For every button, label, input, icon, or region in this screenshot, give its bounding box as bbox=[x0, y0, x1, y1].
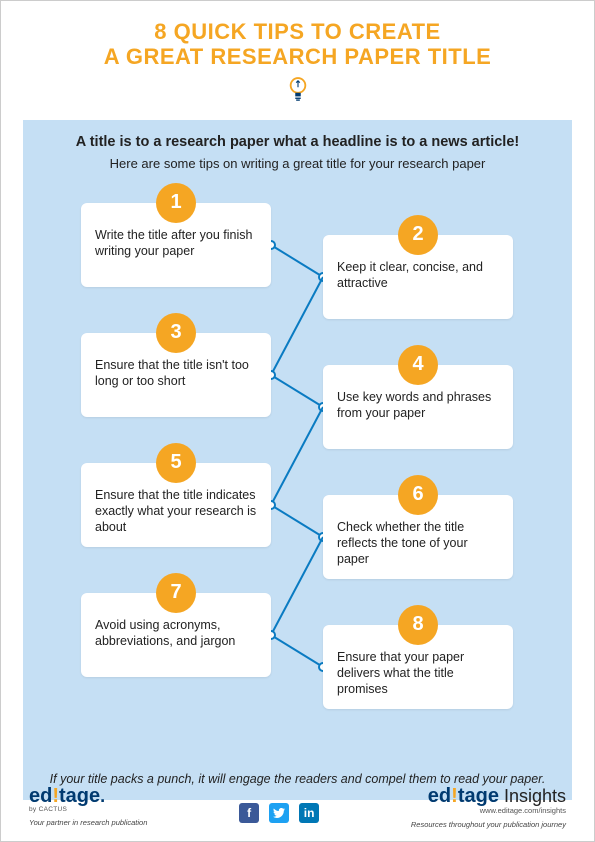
tip-badge-3: 3 bbox=[156, 313, 196, 353]
editage-logo-left: ed!tage. bbox=[29, 785, 147, 808]
tip-text-1: Write the title after you finish writing… bbox=[95, 227, 257, 260]
tip-text-6: Check whether the title reflects the ton… bbox=[337, 519, 499, 568]
tip-badge-5: 5 bbox=[156, 443, 196, 483]
tip-badge-4: 4 bbox=[398, 345, 438, 385]
tagline-left: Your partner in research publication bbox=[29, 818, 147, 827]
header: 8 QUICK TIPS TO CREATE A GREAT RESEARCH … bbox=[1, 1, 594, 112]
linkedin-icon[interactable]: in bbox=[299, 803, 319, 823]
intro-headline: A title is to a research paper what a he… bbox=[43, 134, 552, 150]
main-title: 8 QUICK TIPS TO CREATE A GREAT RESEARCH … bbox=[31, 19, 564, 70]
facebook-icon[interactable]: f bbox=[239, 803, 259, 823]
tip-badge-6: 6 bbox=[398, 475, 438, 515]
tip-card-8: 8Ensure that your paper delivers what th… bbox=[323, 625, 513, 709]
tip-text-7: Avoid using acronyms, abbreviations, and… bbox=[95, 617, 257, 650]
tip-badge-1: 1 bbox=[156, 183, 196, 223]
footer-right: ed!tage Insights www.editage.com/insight… bbox=[411, 785, 566, 829]
intro-subtext: Here are some tips on writing a great ti… bbox=[43, 156, 552, 171]
tip-card-3: 3Ensure that the title isn't too long or… bbox=[81, 333, 271, 417]
twitter-icon[interactable] bbox=[269, 803, 289, 823]
logo-tage-r: tage bbox=[458, 785, 499, 807]
footer-left: ed!tage. by CACTUS Your partner in resea… bbox=[29, 785, 147, 827]
title-line-1: 8 QUICK TIPS TO CREATE bbox=[154, 19, 440, 44]
logo-ed-r: ed bbox=[428, 785, 451, 807]
tip-card-6: 6Check whether the title reflects the to… bbox=[323, 495, 513, 579]
lightbulb-icon bbox=[287, 76, 309, 104]
tip-text-3: Ensure that the title isn't too long or … bbox=[95, 357, 257, 390]
logo-tage: tage bbox=[59, 785, 100, 807]
tip-text-8: Ensure that your paper delivers what the… bbox=[337, 649, 499, 698]
tip-card-1: 1Write the title after you finish writin… bbox=[81, 203, 271, 287]
tip-text-4: Use key words and phrases from your pape… bbox=[337, 389, 499, 422]
title-line-2: A GREAT RESEARCH PAPER TITLE bbox=[104, 44, 492, 69]
editage-insights-logo: ed!tage Insights bbox=[411, 785, 566, 808]
tip-text-2: Keep it clear, concise, and attractive bbox=[337, 259, 499, 292]
tip-badge-7: 7 bbox=[156, 573, 196, 613]
tip-card-5: 5Ensure that the title indicates exactly… bbox=[81, 463, 271, 547]
logo-bang: ! bbox=[52, 785, 59, 807]
logo-bang-r: ! bbox=[451, 785, 458, 807]
footer: ed!tage. by CACTUS Your partner in resea… bbox=[1, 777, 594, 841]
logo-insights: Insights bbox=[499, 786, 566, 806]
logo-ed: ed bbox=[29, 785, 52, 807]
tip-card-2: 2Keep it clear, concise, and attractive bbox=[323, 235, 513, 319]
social-row: f in bbox=[239, 803, 319, 823]
tip-text-5: Ensure that the title indicates exactly … bbox=[95, 487, 257, 536]
tip-badge-2: 2 bbox=[398, 215, 438, 255]
tip-badge-8: 8 bbox=[398, 605, 438, 645]
tips-area: 1 Write the title after you finish writin… bbox=[43, 185, 552, 725]
tip-card-4: 4Use key words and phrases from your pap… bbox=[323, 365, 513, 449]
page: 8 QUICK TIPS TO CREATE A GREAT RESEARCH … bbox=[0, 0, 595, 842]
content-panel: A title is to a research paper what a he… bbox=[23, 120, 572, 800]
tip-card-7: 7Avoid using acronyms, abbreviations, an… bbox=[81, 593, 271, 677]
tagline-right: Resources throughout your publication jo… bbox=[411, 820, 566, 829]
